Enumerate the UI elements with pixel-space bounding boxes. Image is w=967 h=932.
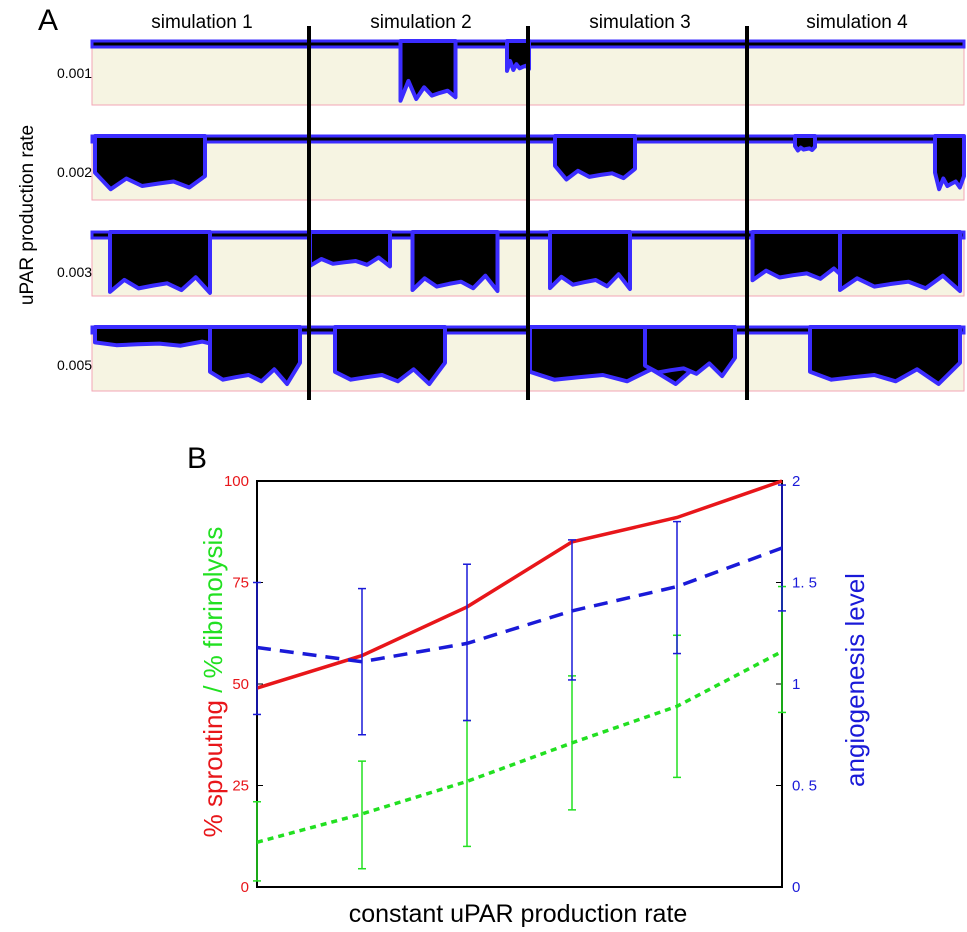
left-tick-label: 100 [224, 473, 249, 490]
sprout-blob [643, 325, 737, 379]
sprout-blob [398, 39, 458, 103]
row-label-3: 0.003 [57, 264, 92, 280]
chart-ylabel-right: angiogenesis level [840, 573, 870, 787]
left-tick-label: 0 [241, 879, 249, 896]
right-tick-label: 1 [792, 676, 800, 693]
sprout-blob [308, 230, 392, 269]
col-label-2: simulation 2 [370, 12, 471, 33]
right-tick-label: 2 [792, 473, 800, 490]
sprout-blob [505, 39, 531, 73]
left-tick-label: 25 [232, 778, 249, 795]
sprout-blob [548, 230, 632, 291]
right-tick-label: 1. 5 [792, 575, 817, 592]
panel-a-label: A [38, 4, 58, 37]
sprout-blob [93, 134, 207, 192]
panel-b-label: B [187, 442, 207, 475]
sprout-blob [410, 230, 500, 293]
ylabel-slash: / [198, 678, 228, 700]
col-label-4: simulation 4 [806, 12, 908, 33]
series-line-2 [256, 649, 783, 844]
left-tick-label: 50 [232, 676, 249, 693]
row-label-4: 0.005 [57, 357, 92, 373]
simulation-strips [90, 26, 966, 400]
chart-xlabel: constant uPAR production rate [349, 900, 688, 928]
right-tick-label: 0 [792, 879, 800, 896]
col-label-1: simulation 1 [151, 12, 252, 33]
ylabel-sprouting: % sprouting [198, 700, 228, 837]
row-label-1: 0.001 [57, 65, 92, 81]
series-line-1 [256, 479, 783, 690]
chart-ylabel-left: % sprouting / % fibrinolysis [198, 527, 228, 838]
ylabel-fibrinolysis: % fibrinolysis [198, 527, 228, 679]
right-tick-label: 0. 5 [792, 778, 817, 795]
chart: 0 25 50 75 100 0 0. 5 1 1. 5 2 [224, 473, 817, 896]
sprout-blob [108, 230, 212, 295]
col-label-3: simulation 3 [589, 12, 690, 33]
sprout-blob [793, 134, 817, 153]
sprout-blob [808, 325, 962, 386]
sprout-blob [933, 134, 966, 192]
series-line-3 [256, 546, 783, 664]
row-label-2: 0.002 [57, 164, 92, 180]
left-tick-label: 75 [232, 575, 249, 592]
sprout-blob [333, 325, 447, 386]
panel-a-ylabel: uPAR production rate [17, 125, 38, 305]
sprout-blob [838, 230, 962, 293]
plot-frame [256, 480, 783, 888]
sprout-blob [208, 325, 302, 386]
sprout-blob [553, 134, 637, 182]
